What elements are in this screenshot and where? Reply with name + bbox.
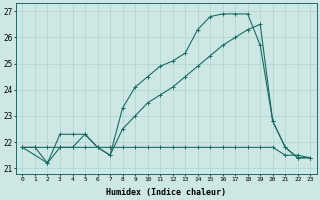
X-axis label: Humidex (Indice chaleur): Humidex (Indice chaleur): [106, 188, 226, 197]
